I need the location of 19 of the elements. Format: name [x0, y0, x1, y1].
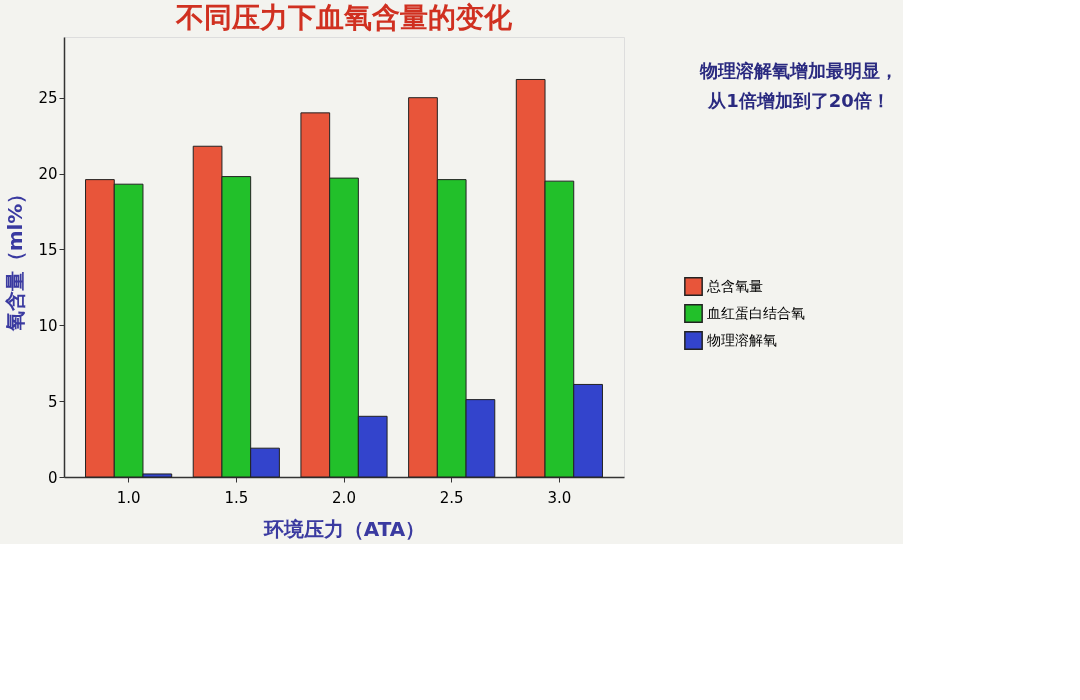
x-tick-label: 2.5 [439, 488, 464, 507]
legend-label: 物理溶解氧 [707, 331, 777, 348]
x-tick-label: 3.0 [547, 488, 572, 507]
text: 物理溶解氧增加最明显， [699, 60, 898, 81]
legend-label: 总含氧量 [706, 277, 763, 294]
y-tick-label: 25 [38, 89, 58, 108]
x-axis-title: 环境压力（ATA） [262, 516, 426, 541]
x-tick-label: 1.5 [224, 488, 249, 507]
y-tick-label: 10 [38, 316, 58, 335]
y-tick-label: 0 [47, 468, 58, 487]
legend-label: 血红蛋白结合氧 [707, 304, 805, 321]
chart-title: 不同压力下血氧含量的变化 [175, 1, 513, 34]
y-tick-label: 15 [38, 240, 58, 259]
y-axis-title: 氧含量（ml%） [3, 183, 28, 333]
x-tick-label: 1.0 [116, 488, 141, 507]
y-tick-label: 5 [47, 392, 58, 411]
x-tick-label: 2.0 [332, 488, 356, 507]
text: 从1倍增加到了20倍！ [707, 90, 890, 111]
y-tick-label: 20 [38, 165, 58, 184]
